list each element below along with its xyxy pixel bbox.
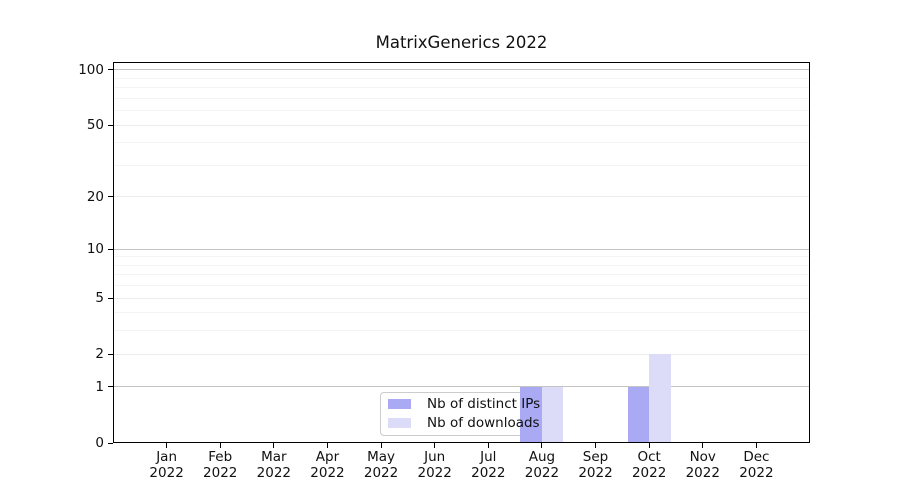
legend-swatch-downloads — [388, 417, 411, 428]
y-tick-label: 2 — [95, 346, 104, 363]
y-tick-mark — [108, 69, 113, 71]
minor-gridline — [113, 110, 810, 112]
x-tick-label: Oct 2022 — [631, 449, 667, 481]
major-gridline — [113, 196, 810, 198]
decade-gridline — [113, 248, 810, 250]
minor-gridline — [113, 274, 810, 276]
x-tick-mark — [595, 443, 597, 448]
bar-distinct-ips — [520, 386, 542, 443]
x-tick-mark — [541, 443, 543, 448]
y-tick-label: 10 — [86, 241, 104, 258]
x-tick-label: Jul 2022 — [471, 449, 506, 481]
y-tick-label: 50 — [86, 117, 104, 134]
minor-gridline — [113, 77, 810, 79]
x-tick-label: Dec 2022 — [739, 449, 774, 481]
legend-swatch-distinct-ips — [388, 398, 411, 409]
y-tick-label: 100 — [78, 62, 104, 78]
x-tick-label: Jan 2022 — [149, 449, 184, 481]
minor-gridline — [113, 264, 810, 266]
plot-area: 0 1 2 5 10 20 50 100 Jan 2022 Feb 2022 Mar 2022 Apr 202… — [78, 62, 810, 481]
minor-gridline — [113, 142, 810, 144]
x-tick-label: Mar 2022 — [256, 449, 292, 481]
bar-downloads — [541, 386, 564, 443]
y-tick-label: 5 — [95, 290, 104, 307]
chart-title: MatrixGenerics 2022 — [375, 33, 548, 52]
x-tick-mark — [219, 443, 221, 448]
y-tick-mark — [108, 124, 113, 126]
minor-gridline — [113, 285, 810, 287]
gridlines-layer — [113, 62, 810, 443]
minor-gridline — [113, 330, 810, 332]
x-tick-mark — [487, 443, 489, 448]
minor-gridline — [113, 164, 810, 166]
x-tick-mark — [380, 443, 382, 448]
y-tick-mark — [108, 353, 113, 355]
legend: Nb of distinct IPs Nb of downloads — [380, 392, 546, 434]
legend-label-distinct-ips: Nb of distinct IPs — [427, 395, 541, 412]
y-tick-label: 0 — [95, 435, 104, 451]
x-tick-label: May 2022 — [363, 449, 399, 481]
x-tick-label: Sep 2022 — [578, 449, 613, 481]
y-tick-mark — [108, 297, 113, 299]
x-tick-mark — [166, 443, 168, 448]
x-tick-label: Feb 2022 — [203, 449, 238, 481]
x-tick-mark — [702, 443, 704, 448]
x-tick-mark — [326, 443, 328, 448]
x-tick-label: Jun 2022 — [417, 449, 452, 481]
bar-downloads — [649, 354, 671, 443]
x-tick-label: Aug 2022 — [524, 449, 560, 481]
decade-gridline — [113, 386, 810, 388]
axis-layer: 0 1 2 5 10 20 50 100 Jan 2022 Feb 2022 Mar 2022 Apr 202… — [78, 62, 810, 481]
x-tick-label: Nov 2022 — [685, 449, 720, 481]
major-gridline — [113, 124, 810, 126]
bars-layer — [113, 62, 810, 443]
y-tick-mark — [108, 196, 113, 198]
major-gridline — [113, 353, 810, 355]
legend-item-distinct-ips: Nb of distinct IPs — [388, 395, 541, 412]
minor-gridline — [113, 97, 810, 99]
x-tick-mark — [755, 443, 757, 448]
major-gridline — [113, 297, 810, 299]
y-tick-mark — [108, 248, 113, 250]
x-tick-mark — [648, 443, 650, 448]
legend-label-downloads: Nb of downloads — [427, 414, 540, 431]
y-tick-label: 20 — [86, 188, 104, 205]
bar-distinct-ips — [627, 386, 650, 443]
legend-item-downloads: Nb of downloads — [388, 414, 540, 431]
y-tick-label: 1 — [95, 378, 104, 395]
minor-gridline — [113, 87, 810, 89]
x-tick-mark — [273, 443, 275, 448]
x-tick-label: Apr 2022 — [310, 449, 345, 481]
y-tick-mark — [108, 386, 113, 388]
y-tick-mark — [108, 442, 113, 444]
minor-gridline — [113, 256, 810, 258]
decade-gridline — [113, 69, 810, 71]
x-tick-mark — [434, 443, 436, 448]
minor-gridline — [113, 312, 810, 314]
